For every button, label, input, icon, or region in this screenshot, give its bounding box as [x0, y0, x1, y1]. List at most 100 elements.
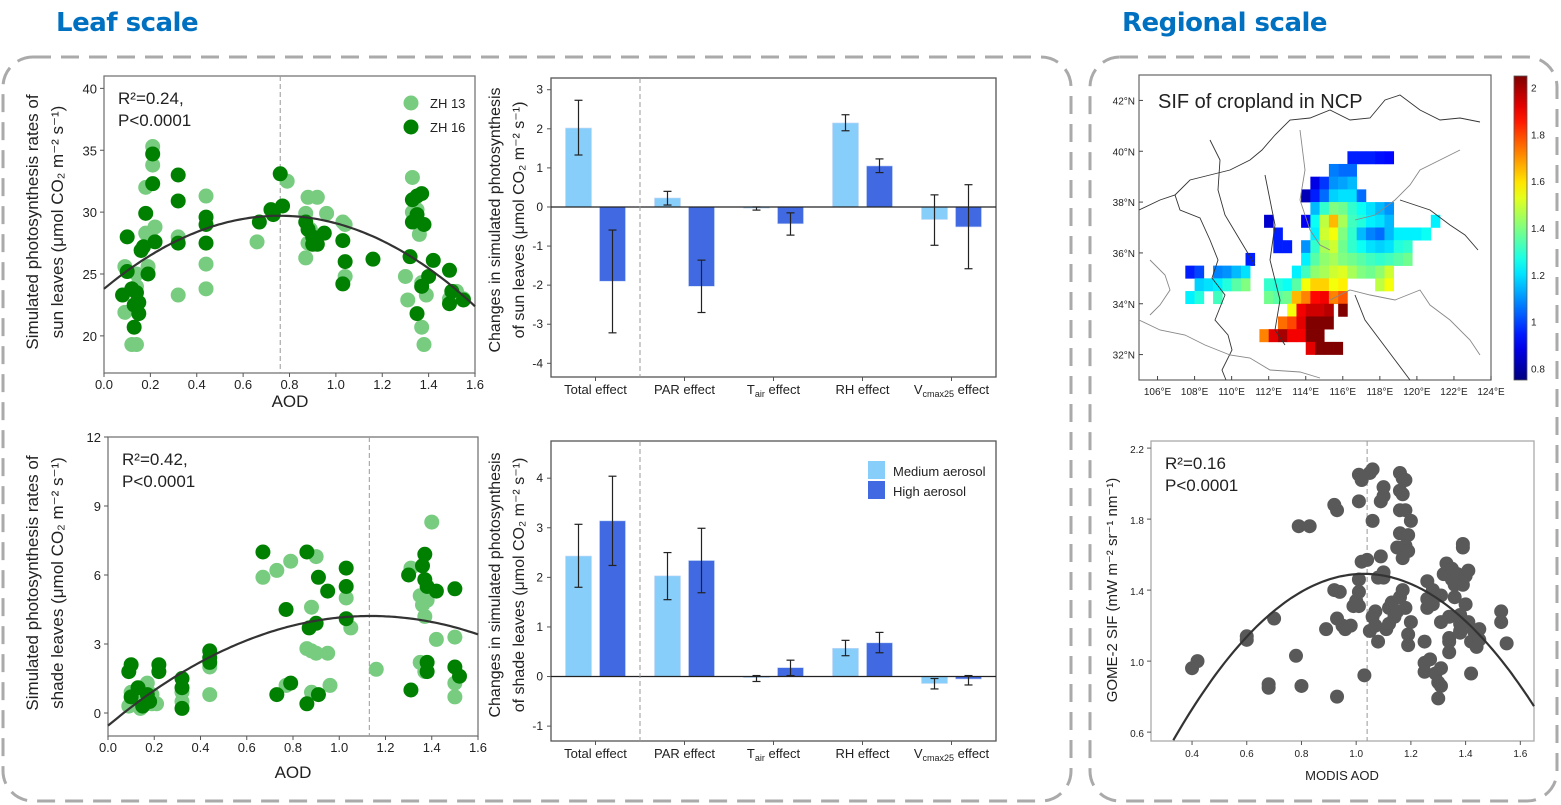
- data-point-sif: [1425, 597, 1440, 612]
- lon-tick-label: 124°E: [1477, 387, 1505, 398]
- data-point-zh-16: [416, 217, 432, 232]
- x-tick-label: 1.6: [1513, 749, 1527, 760]
- data-point-sif: [1398, 600, 1413, 615]
- data-point-zh-13: [416, 337, 432, 353]
- fit-curve: [1172, 572, 1535, 741]
- sif-cell: [1259, 329, 1269, 343]
- province-boundary: [1174, 94, 1481, 196]
- sif-cell: [1375, 151, 1385, 165]
- data-point-zh-16: [338, 579, 354, 594]
- sif-cell: [1384, 240, 1395, 254]
- sif-cell: [1356, 151, 1367, 165]
- sif-cell: [1264, 278, 1274, 292]
- data-point-sif: [1357, 668, 1372, 683]
- sif-cell: [1384, 202, 1395, 216]
- sif-cell: [1213, 278, 1223, 292]
- sif-cell: [1301, 265, 1311, 279]
- sif-cell: [1324, 303, 1334, 317]
- x-tick-label: 0.4: [191, 740, 209, 755]
- data-point-zh-16: [414, 186, 430, 202]
- sif-cell: [1347, 227, 1357, 241]
- y-tick-label: 3: [536, 521, 543, 535]
- data-point-sif: [1442, 609, 1457, 624]
- sif-cell: [1403, 252, 1413, 266]
- data-point-zh-16: [338, 560, 354, 576]
- data-point-sif: [1395, 487, 1410, 502]
- data-point-sif: [1461, 563, 1476, 578]
- sif-cell: [1356, 240, 1367, 254]
- category-main: T: [747, 382, 755, 397]
- sif-cell: [1291, 265, 1302, 279]
- sif-cell: [1301, 240, 1311, 254]
- data-point-zh-16: [310, 687, 326, 703]
- y-tick-label: -1: [532, 239, 543, 253]
- bar-medium-aerosol: [832, 122, 859, 208]
- y-axis-label-line1: Simulated photosynthesis rates of: [23, 94, 42, 349]
- sif-cell: [1319, 278, 1330, 292]
- x-tick-label: 1.6: [466, 377, 484, 392]
- y-axis-label-line2: of sun leaves (μmol CO₂ m⁻² s⁻¹): [511, 102, 528, 339]
- sif_scatter-chart: 0.4 0.6 0.8 1.0 1.2 1.4 1.6 0.6 1.0 1.4 1.8 2.2 R²=0…: [1104, 440, 1535, 783]
- sif-cell: [1310, 278, 1320, 292]
- sif-cell: [1338, 240, 1348, 254]
- data-point-zh-16: [131, 306, 147, 322]
- data-point-sif: [1376, 480, 1391, 495]
- sif-cell: [1338, 291, 1348, 305]
- data-point-zh-13: [414, 319, 430, 335]
- y-tick-label: 1.8: [1130, 516, 1144, 527]
- leaf-scale-frame: [1, 55, 1073, 803]
- sif-map-chart: 106°E 108°E 110°E 112°E 114°E 116°E 118°E 120°E…: [1113, 74, 1545, 398]
- sif-cell: [1268, 329, 1279, 343]
- sif-cell: [1296, 303, 1307, 317]
- sif-cell: [1384, 252, 1395, 266]
- sif-cell: [1185, 265, 1195, 279]
- legend-label-zh13: ZH 13: [430, 96, 465, 111]
- data-point-sif: [1398, 473, 1413, 488]
- data-point-zh-16: [174, 700, 190, 716]
- sif-cell: [1319, 252, 1330, 266]
- sif-cell: [1338, 303, 1348, 317]
- sif-cell: [1328, 227, 1339, 241]
- sif-cell: [1305, 341, 1316, 355]
- data-point-sif: [1343, 618, 1358, 633]
- sif-cell: [1203, 278, 1214, 292]
- sif-cell: [1194, 278, 1205, 292]
- x-tick-label: 1.4: [423, 740, 441, 755]
- category-label: Tair effect: [747, 382, 801, 399]
- sif-cell: [1328, 265, 1339, 279]
- data-point-zh-13: [424, 514, 440, 530]
- x-axis-label: AOD: [272, 392, 309, 411]
- data-point-zh-16: [151, 664, 167, 680]
- lon-tick-label: 112°E: [1255, 387, 1282, 398]
- sif-cell: [1393, 227, 1404, 241]
- sif-cell: [1384, 227, 1395, 241]
- data-point-zh-16: [272, 166, 288, 182]
- y-tick-label: 20: [83, 329, 97, 344]
- sif-cell: [1305, 329, 1316, 343]
- data-point-sif: [1294, 678, 1309, 693]
- sif-cell: [1393, 252, 1404, 266]
- x-tick-label: 1.0: [327, 377, 345, 392]
- y-tick-label: 0: [536, 670, 543, 684]
- data-point-zh-16: [123, 657, 139, 673]
- data-point-zh-13: [404, 169, 420, 185]
- data-point-sif: [1472, 632, 1487, 647]
- sif-cell: [1319, 265, 1330, 279]
- regional-scale-title: Regional scale: [1122, 8, 1328, 38]
- province-boundary: [1399, 199, 1479, 251]
- data-point-sif: [1351, 584, 1366, 599]
- y-axis-label-line2: sun leaves (μmol CO₂ m⁻² s⁻¹): [48, 106, 67, 339]
- sif-cell: [1287, 316, 1297, 330]
- data-point-zh-16: [255, 544, 271, 560]
- data-point-zh-16: [278, 602, 294, 617]
- sif-cell: [1310, 189, 1320, 203]
- sif-cell: [1338, 265, 1348, 279]
- data-point-zh-13: [298, 250, 314, 266]
- legend-label-high-aerosol: High aerosol: [893, 484, 966, 499]
- sif-cell: [1328, 163, 1339, 177]
- sif-cell: [1421, 227, 1432, 241]
- data-point-sif: [1332, 584, 1347, 599]
- sif-cell: [1384, 151, 1395, 165]
- data-point-zh-13: [198, 281, 214, 297]
- sif-cell: [1319, 291, 1330, 305]
